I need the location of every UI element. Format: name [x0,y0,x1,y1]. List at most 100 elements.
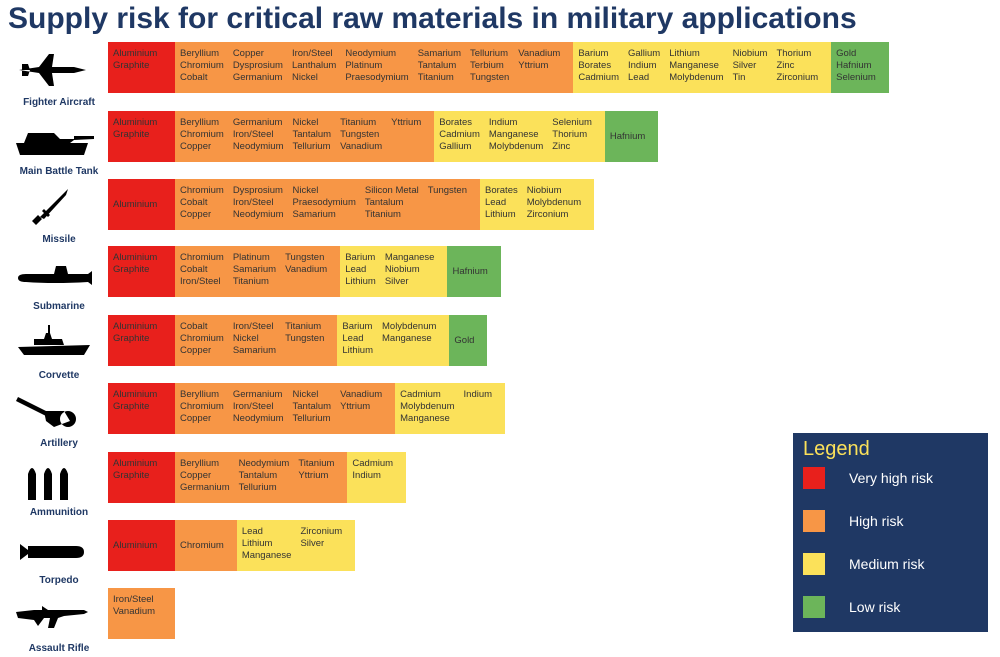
material: Manganese [241,550,292,561]
material: Tungsten [427,185,467,196]
material-column: Nickel Praesodymium Samarium [293,185,356,230]
risk-segment: Aluminium [108,520,175,571]
risk-segment: Chromium Cobalt Iron/Steel Platinum Samarium… [175,246,341,297]
material: Yttrium [518,60,549,71]
material: Manganese [488,129,539,140]
material: Cobalt [180,264,208,275]
risk-segment: Cadmium Molybdenum Manganese Indium [395,383,506,434]
material: Molybdenum [669,72,724,83]
material: Neodymium [232,141,284,152]
legend-item: Medium risk [803,553,924,575]
risk-segment: Borates Lead Lithium Niobium Molybdenum Zirco… [479,179,595,230]
legend-label: Low risk [849,599,901,615]
application-icon [28,468,68,500]
material-column: Barium Lead Lithium [345,252,376,297]
material: Platinum [345,60,383,71]
risk-segment: Beryllium Chromium Cobalt Copper Dysprosium G… [175,42,574,93]
material: Samarium [292,209,336,220]
material: Copper [180,345,212,356]
risk-bar: Aluminium Chromium Cobalt Copper Dysprosium I… [108,179,595,230]
risk-bar: Aluminium Graphite Cobalt Chromium Copper Iro… [108,315,488,366]
material: Lithium [484,209,516,220]
material-column: Borates Cadmium Gallium [439,117,480,162]
material: Vanadium [285,264,328,275]
material: Platinum [232,252,270,263]
risk-bar: Aluminium Graphite Chromium Cobalt Iron/Stee… [108,246,501,297]
material: Iron/Steel [232,129,274,140]
application-icon [32,189,68,225]
material-column: Vanadium Yttrium [518,48,560,93]
material: Samarium [417,48,461,59]
material-column: Beryllium Chromium Cobalt [180,48,224,93]
material-column: Germanium Iron/Steel Neodymium [233,389,284,434]
material: Aluminium [113,252,158,263]
material: Aluminium [113,321,158,332]
material-column: Aluminium Graphite [113,117,157,162]
material: Manganese [382,333,432,344]
material: Borates [439,117,472,128]
material: Zirconium [300,526,343,537]
material: Lithium [241,538,273,549]
material: Graphite [113,401,150,412]
material: Niobium [732,48,768,59]
material: Indium [628,60,657,71]
material: Graphite [113,129,150,140]
material: Aluminium [113,389,158,400]
risk-bar: Iron/Steel Vanadium [108,588,175,639]
material: Silver [300,538,325,549]
material: Barium [345,252,376,263]
material-column: Hafnium [610,131,645,143]
material: Lead [484,197,507,208]
risk-segment: Lead Lithium Manganese Zirconium Silver [236,520,356,571]
material: Selenium [836,72,876,83]
material-column: Aluminium Graphite [113,458,157,503]
material-column: Platinum Samarium Titanium [233,252,276,297]
material: Cadmium [439,129,480,140]
material-column: Indium Manganese Molybdenum [489,117,543,162]
material: Molybdenum [382,321,437,332]
risk-segment: Barium Borates Cadmium Gallium Indium Lead Lit… [573,42,832,93]
material-column: Dysprosium Iron/Steel Neodymium [233,185,284,230]
material: Dysprosium [232,185,283,196]
application-icon [16,397,76,427]
material: Neodymium [238,458,290,469]
material: Beryllium [180,117,220,128]
material-column: Neodymium Tantalum Tellurium [239,458,290,503]
material: Barium [578,48,609,59]
material: Nickel [232,333,259,344]
material: Chromium [180,60,224,71]
application-label: Artillery [40,438,78,449]
material: Nickel [292,185,319,196]
material: Tellurium [292,141,331,152]
risk-segment: Iron/Steel Vanadium [108,588,175,639]
material: Titanium [232,276,269,287]
material: Cobalt [180,197,208,208]
material: Yttrium [340,401,371,412]
material: Aluminium [113,458,158,469]
material: Yttrium [391,117,422,128]
material-column: Samarium Tantalum Titanium [418,48,461,93]
material-column: Neodymium Platinum Praesodymium [345,48,408,93]
material-column: Lithium Manganese Molybdenum [669,48,723,93]
material: Cobalt [180,321,208,332]
material: Iron/Steel [232,197,274,208]
risk-segment: Beryllium Chromium Copper Germanium Iron/Ste… [175,111,435,162]
material: Beryllium [180,48,220,59]
risk-segment: Gold [449,315,488,366]
application-label: Torpedo [39,575,79,586]
material: Vanadium [340,141,383,152]
material-column: Lead Lithium Manganese [242,526,292,571]
material: Aluminium [113,539,158,551]
material: Praesodymium [292,197,356,208]
material: Lead [628,72,650,83]
material: Molybdenum [400,401,455,412]
material: Yttrium [298,470,329,481]
material: Tungsten [470,72,510,83]
legend-swatch [803,553,825,575]
material: Silicon Metal [364,185,419,196]
material-column: Titanium Yttrium [298,458,334,503]
material: Borates [578,60,612,71]
risk-segment: Hafnium [604,111,659,162]
material-column: Gold Hafnium Selenium [836,48,876,93]
